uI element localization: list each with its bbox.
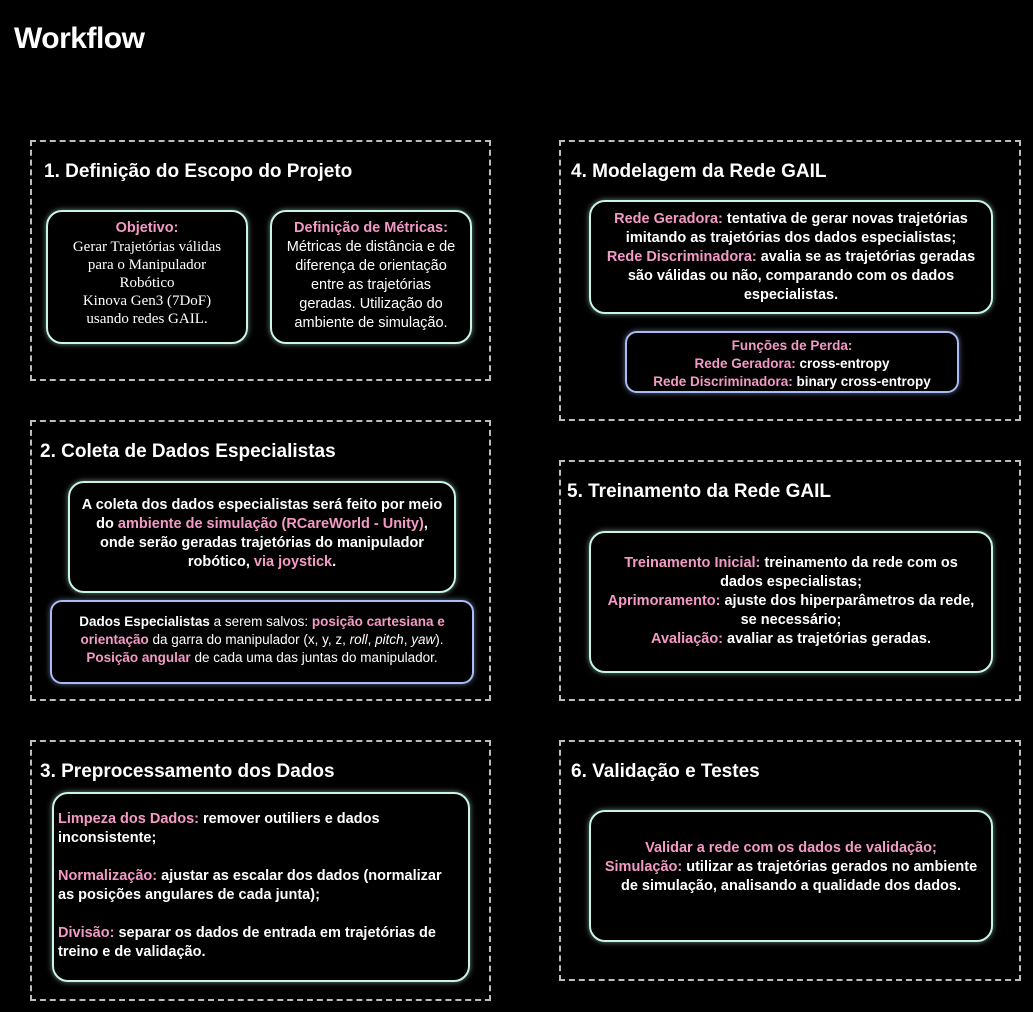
coleta-box: A coleta dos dados especialistas será fe… — [68, 481, 456, 593]
dados-box: Dados Especialistas a serem salvos: posi… — [50, 600, 474, 684]
dados-label: Dados Especialistas — [79, 614, 210, 629]
dados-text: da garra do manipulador (x, y, z, — [148, 632, 350, 647]
perda-box: Funções de Perda: Rede Geradora: cross-e… — [625, 331, 959, 393]
dados-text: , — [403, 632, 412, 647]
dados-text: de cada uma das juntas do manipulador. — [190, 650, 438, 665]
section-heading: 5. Treinamento da Rede GAIL — [567, 481, 831, 502]
page-title: Workflow — [14, 22, 145, 55]
coleta-highlight: via joystick — [253, 554, 333, 570]
item-text: avaliar as trajetórias geradas. — [723, 631, 931, 647]
dados-italic: roll — [349, 632, 368, 647]
dados-text: , — [367, 632, 376, 647]
dados-italic: yaw — [411, 632, 436, 647]
dados-text: ). — [435, 632, 444, 647]
section-heading: 2. Coleta de Dados Especialistas — [40, 441, 336, 462]
dados-highlight: posição cartesiana e orientação — [80, 614, 445, 647]
section-treinamento: 5. Treinamento da Rede GAIL Treinamento … — [559, 460, 1021, 701]
item-label: Avaliação: — [651, 631, 724, 647]
sim-label: Simulação: — [604, 859, 683, 875]
geradora-text: tentativa de gerar novas trajetórias imi… — [625, 211, 968, 246]
section-preprocessamento: 3. Preprocessamento dos Dados Limpeza do… — [30, 740, 491, 1001]
coleta-highlight: ambiente de simulação (RCareWorld - Unit… — [117, 516, 424, 532]
item-label: Limpeza dos Dados: — [58, 811, 199, 827]
dados-text: a serem salvos: — [209, 614, 312, 629]
treinamento-box: Treinamento Inicial: treinamento da rede… — [589, 531, 993, 673]
metricas-line: entre as trajetórias — [310, 277, 432, 293]
section-escopo: 1. Definição do Escopo do Projeto Objeti… — [30, 140, 491, 381]
sim-text: utilizar as trajetórias gerados no ambie… — [620, 859, 978, 894]
item-label: Divisão: — [58, 925, 115, 941]
section-validacao: 6. Validação e Testes Validar a rede com… — [559, 740, 1021, 981]
perda-item: Rede Geradora: cross-entropy — [631, 355, 953, 373]
preprocessamento-item: Normalização: ajustar as escalar dos dad… — [58, 867, 454, 905]
section-heading: 3. Preprocessamento dos Dados — [40, 761, 335, 782]
objetivo-label: Objetivo: — [115, 220, 179, 236]
coleta-text: A coleta dos dados especialistas será fe… — [81, 497, 443, 532]
discriminadora-text: avalia se as trajetórias geradas são vál… — [627, 249, 976, 303]
discriminadora-label: Rede Discriminadora: — [606, 249, 757, 265]
dados-highlight: Posição angular — [86, 650, 191, 665]
item-text: ajuste dos hiperparâmetros da rede, se n… — [720, 593, 975, 628]
perda-title: Funções de Perda: — [731, 338, 853, 353]
item-text: ajustar as escalar dos dados (normalizar… — [58, 868, 442, 903]
item-label: Aprimoramento: — [607, 593, 721, 609]
item-text: separar os dados de entrada em trajetóri… — [58, 925, 436, 960]
metricas-line: diferença de orientação — [295, 258, 447, 274]
objetivo-line: Gerar Trajetórias válidas — [72, 239, 222, 255]
preprocessamento-item: Divisão: separar os dados de entrada em … — [58, 924, 454, 962]
objetivo-box: Objetivo: Gerar Trajetórias válidas para… — [46, 210, 248, 344]
validar-text: Validar a rede com os dados de validação… — [645, 840, 937, 856]
item-label: Treinamento Inicial: — [624, 555, 761, 571]
preprocessamento-item: Limpeza dos Dados: remover outiliers e d… — [58, 810, 454, 848]
preprocessamento-box: Limpeza dos Dados: remover outiliers e d… — [52, 792, 470, 982]
section-heading: 6. Validação e Testes — [571, 761, 760, 782]
metricas-line: ambiente de simulação. — [294, 315, 448, 331]
perda-item: Rede Discriminadora: binary cross-entrop… — [631, 373, 953, 391]
metricas-label: Definição de Métricas: — [294, 220, 448, 236]
item-text: remover outiliers e dados inconsistente; — [58, 811, 380, 846]
metricas-box: Definição de Métricas: Métricas de distâ… — [270, 210, 472, 344]
redes-box: Rede Geradora: tentativa de gerar novas … — [589, 200, 993, 314]
objetivo-line: Robótico — [119, 275, 175, 291]
item-text: treinamento da rede com os dados especia… — [720, 555, 958, 590]
validacao-box: Validar a rede com os dados de validação… — [589, 810, 993, 942]
section-heading: 4. Modelagem da Rede GAIL — [571, 161, 827, 182]
dados-italic: pitch — [375, 632, 404, 647]
section-heading: 1. Definição do Escopo do Projeto — [44, 161, 353, 182]
coleta-text: . — [332, 554, 337, 570]
objetivo-line: Kinova Gen3 (7DoF) — [82, 293, 212, 309]
coleta-text: , onde serão geradas trajetórias do mani… — [100, 516, 428, 570]
metricas-line: geradas. Utilização do — [299, 296, 443, 312]
section-coleta: 2. Coleta de Dados Especialistas A colet… — [30, 420, 491, 701]
metricas-line: Métricas de distância e de — [286, 239, 456, 255]
objetivo-line: para o Manipulador — [87, 257, 207, 273]
objetivo-line: usando redes GAIL. — [86, 311, 208, 327]
geradora-label: Rede Geradora: — [614, 211, 723, 227]
item-label: Normalização: — [58, 868, 158, 884]
perda-label: Rede Discriminadora: — [653, 374, 793, 389]
perda-text: cross-entropy — [795, 356, 890, 371]
perda-label: Rede Geradora: — [694, 356, 796, 371]
perda-text: binary cross-entropy — [792, 374, 931, 389]
section-modelagem: 4. Modelagem da Rede GAIL Rede Geradora:… — [559, 140, 1021, 421]
